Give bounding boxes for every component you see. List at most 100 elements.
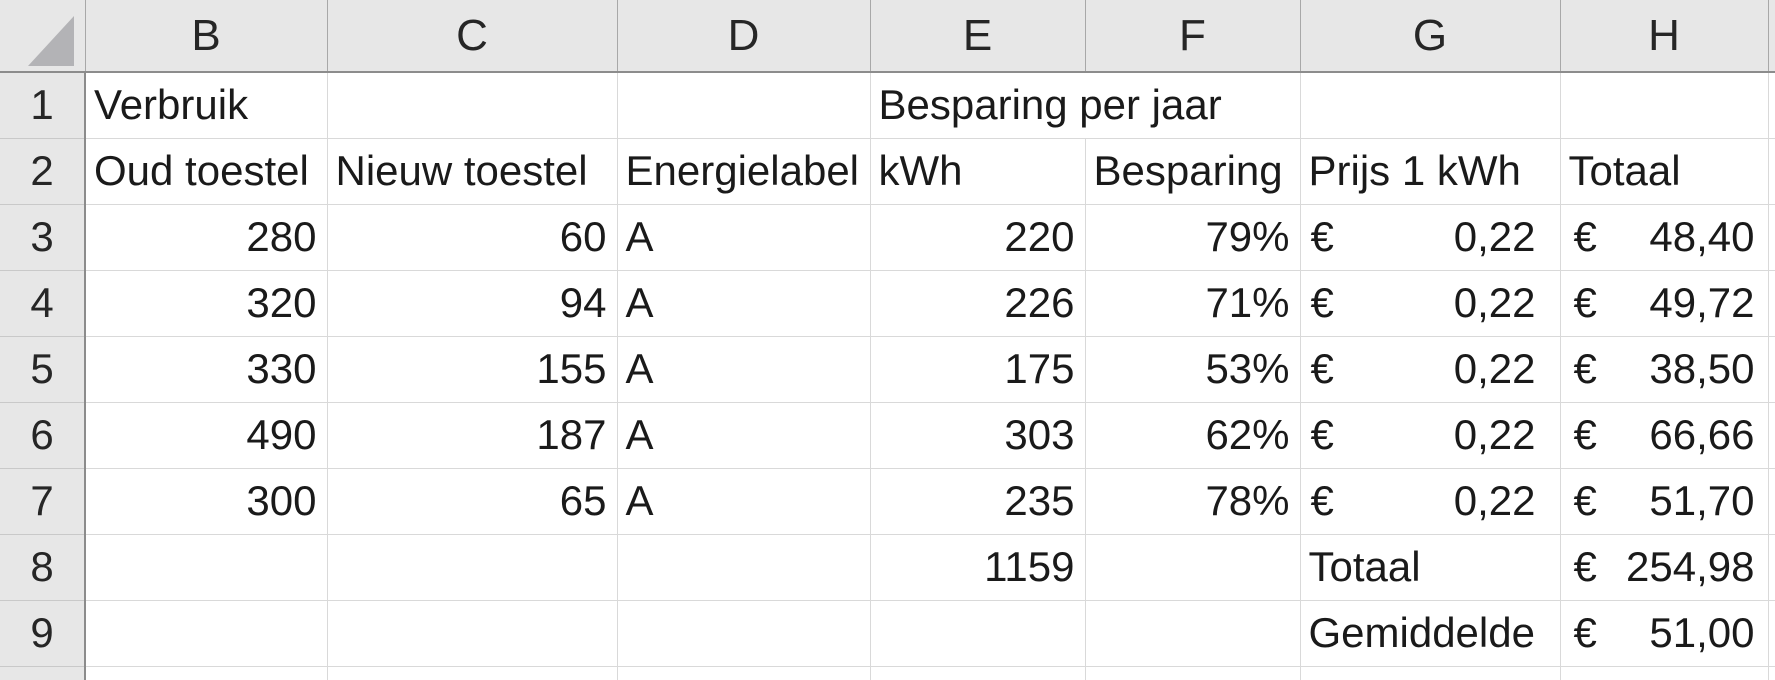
row-header-8[interactable]: 8 [0, 534, 86, 601]
row-header-1[interactable]: 1 [0, 72, 86, 139]
cell-H9[interactable]: € 51,00 [1560, 600, 1769, 667]
cell-I3-partial[interactable] [1768, 204, 1775, 271]
cell-H4[interactable]: € 49,72 [1560, 270, 1769, 337]
row-header-3[interactable]: 3 [0, 204, 86, 271]
cell-D5[interactable]: A [617, 336, 871, 403]
row-header-9[interactable]: 9 [0, 600, 86, 667]
cell-F3[interactable]: 79% [1085, 204, 1301, 271]
cell-I6-partial[interactable] [1768, 402, 1775, 469]
column-header-partial[interactable] [1768, 0, 1775, 73]
cell-C8[interactable] [327, 534, 618, 601]
cell-H7[interactable]: € 51,70 [1560, 468, 1769, 535]
cell-H5[interactable]: € 38,50 [1560, 336, 1769, 403]
cell-E5[interactable]: 175 [870, 336, 1086, 403]
cell-G6[interactable]: € 0,22 [1300, 402, 1561, 469]
cell-I2-partial[interactable] [1768, 138, 1775, 205]
cell-B3[interactable]: 280 [85, 204, 328, 271]
cell-H8[interactable]: € 254,98 [1560, 534, 1769, 601]
cell-E3[interactable]: 220 [870, 204, 1086, 271]
cell-G9[interactable]: Gemiddelde [1300, 600, 1561, 667]
column-header-F[interactable]: F [1085, 0, 1301, 73]
cell-D8[interactable] [617, 534, 871, 601]
cell-F1[interactable] [1085, 72, 1301, 139]
cell-B5[interactable]: 330 [85, 336, 328, 403]
cell-G7[interactable]: € 0,22 [1300, 468, 1561, 535]
cell-D6[interactable]: A [617, 402, 871, 469]
row-header-5[interactable]: 5 [0, 336, 86, 403]
column-header-B[interactable]: B [85, 0, 328, 73]
cell-H1[interactable] [1560, 72, 1769, 139]
cell-E4[interactable]: 226 [870, 270, 1086, 337]
cell-C5[interactable]: 155 [327, 336, 618, 403]
cell-G1[interactable] [1300, 72, 1561, 139]
row-header-4[interactable]: 4 [0, 270, 86, 337]
select-all-button[interactable] [0, 0, 86, 73]
cell-E6[interactable]: 303 [870, 402, 1086, 469]
column-header-C[interactable]: C [327, 0, 618, 73]
cell-H6[interactable]: € 66,66 [1560, 402, 1769, 469]
cell-G3[interactable]: € 0,22 [1300, 204, 1561, 271]
cell-D1[interactable] [617, 72, 871, 139]
row-header-7[interactable]: 7 [0, 468, 86, 535]
cell-E7[interactable]: 235 [870, 468, 1086, 535]
cell-H3[interactable]: € 48,40 [1560, 204, 1769, 271]
cell-F5[interactable]: 53% [1085, 336, 1301, 403]
cell-F7[interactable]: 78% [1085, 468, 1301, 535]
currency-symbol: € [1310, 213, 1334, 260]
row-header-10-partial[interactable] [0, 666, 86, 680]
column-header-H[interactable]: H [1560, 0, 1769, 73]
row-header-6[interactable]: 6 [0, 402, 86, 469]
cell-D2[interactable]: Energielabel [617, 138, 871, 205]
cell-I1-partial[interactable] [1768, 72, 1775, 139]
cell-F2[interactable]: Besparing [1085, 138, 1301, 205]
cell-E1[interactable]: Besparing per jaar [870, 72, 1222, 139]
cell-G8[interactable]: Totaal [1300, 534, 1561, 601]
cell-D3[interactable]: A [617, 204, 871, 271]
cell-B10-partial[interactable] [85, 666, 328, 680]
cell-D9[interactable] [617, 600, 871, 667]
cell-I8-partial[interactable] [1768, 534, 1775, 601]
cell-I10-partial[interactable] [1768, 666, 1775, 680]
cell-C1[interactable] [327, 72, 618, 139]
cell-C2[interactable]: Nieuw toestel [327, 138, 618, 205]
cell-B4[interactable]: 320 [85, 270, 328, 337]
cell-B6[interactable]: 490 [85, 402, 328, 469]
cell-H2[interactable]: Totaal [1560, 138, 1769, 205]
cell-F8[interactable] [1085, 534, 1301, 601]
cell-C10-partial[interactable] [327, 666, 618, 680]
cell-F10-partial[interactable] [1085, 666, 1301, 680]
cell-F9[interactable] [1085, 600, 1301, 667]
column-header-E[interactable]: E [870, 0, 1086, 73]
cell-B7[interactable]: 300 [85, 468, 328, 535]
cell-C3[interactable]: 60 [327, 204, 618, 271]
cell-C7[interactable]: 65 [327, 468, 618, 535]
column-header-G[interactable]: G [1300, 0, 1561, 73]
cell-C4[interactable]: 94 [327, 270, 618, 337]
cell-F4[interactable]: 71% [1085, 270, 1301, 337]
cell-G5[interactable]: € 0,22 [1300, 336, 1561, 403]
cell-E9[interactable] [870, 600, 1086, 667]
cell-D10-partial[interactable] [617, 666, 871, 680]
cell-I4-partial[interactable] [1768, 270, 1775, 337]
cell-H10-partial[interactable] [1560, 666, 1769, 680]
cell-E8[interactable]: 1159 [870, 534, 1086, 601]
row-header-2[interactable]: 2 [0, 138, 86, 205]
cell-G4[interactable]: € 0,22 [1300, 270, 1561, 337]
cell-I9-partial[interactable] [1768, 600, 1775, 667]
cell-C6[interactable]: 187 [327, 402, 618, 469]
cell-D4[interactable]: A [617, 270, 871, 337]
cell-E10-partial[interactable] [870, 666, 1086, 680]
cell-I7-partial[interactable] [1768, 468, 1775, 535]
cell-F6[interactable]: 62% [1085, 402, 1301, 469]
cell-I5-partial[interactable] [1768, 336, 1775, 403]
cell-G10-partial[interactable] [1300, 666, 1561, 680]
cell-B1[interactable]: Verbruik [85, 72, 328, 139]
cell-B9[interactable] [85, 600, 328, 667]
cell-B8[interactable] [85, 534, 328, 601]
cell-D7[interactable]: A [617, 468, 871, 535]
cell-C9[interactable] [327, 600, 618, 667]
cell-G2[interactable]: Prijs 1 kWh [1300, 138, 1561, 205]
column-header-D[interactable]: D [617, 0, 871, 73]
cell-B2[interactable]: Oud toestel [85, 138, 328, 205]
cell-E2[interactable]: kWh [870, 138, 1086, 205]
